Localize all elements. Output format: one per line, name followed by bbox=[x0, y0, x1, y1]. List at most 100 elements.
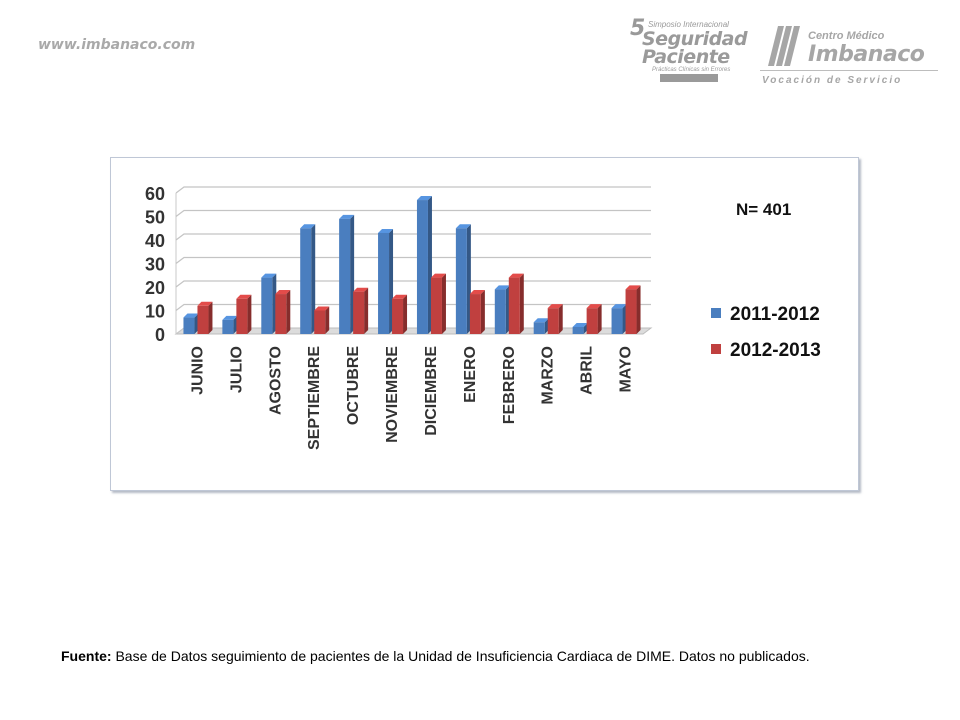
y-tick-label: 50 bbox=[145, 208, 165, 228]
bar-top bbox=[300, 224, 316, 229]
legend-label: 2012-2013 bbox=[730, 340, 821, 361]
bar-2012-2013 bbox=[275, 290, 291, 334]
bar-side bbox=[208, 301, 213, 334]
imbanaco-line-2: Imbanaco bbox=[808, 42, 925, 67]
x-tick-label: DICIEMBRE bbox=[423, 346, 440, 436]
bar-2011-2012 bbox=[416, 196, 432, 334]
bar-front bbox=[586, 308, 598, 334]
bar-side bbox=[311, 224, 316, 334]
bar-2011-2012 bbox=[261, 273, 277, 334]
symposium-small: Simposio Internacional bbox=[648, 20, 729, 29]
bar-2011-2012 bbox=[611, 304, 627, 334]
y-tick-label: 40 bbox=[145, 231, 165, 251]
bar-front bbox=[416, 200, 428, 334]
bar-front bbox=[572, 326, 584, 334]
bar-front bbox=[236, 298, 248, 334]
x-tick-label: NOVIEMBRE bbox=[384, 346, 401, 443]
bar-top bbox=[547, 304, 563, 309]
bar-front bbox=[314, 310, 326, 334]
bar-top bbox=[339, 214, 355, 219]
bar-top bbox=[625, 285, 641, 290]
bar-front bbox=[430, 277, 442, 334]
bar-side bbox=[286, 290, 291, 334]
gridline bbox=[175, 209, 651, 217]
bar-2011-2012 bbox=[339, 214, 355, 334]
bar-top bbox=[275, 290, 291, 295]
floor-edge bbox=[175, 327, 185, 335]
x-tick-label: ABRIL bbox=[579, 346, 596, 395]
bar-front bbox=[339, 218, 351, 334]
bar-2012-2013 bbox=[508, 273, 524, 334]
bar-front bbox=[197, 305, 209, 334]
bar-front bbox=[261, 277, 273, 334]
bar-front bbox=[353, 291, 365, 334]
gridline bbox=[175, 280, 651, 288]
bar-front bbox=[625, 289, 637, 334]
bar-side bbox=[558, 304, 563, 334]
symposium-title-2: Paciente bbox=[642, 46, 730, 68]
y-tick-label: 0 bbox=[155, 325, 165, 345]
bar-top bbox=[222, 315, 238, 320]
bar-2012-2013 bbox=[314, 306, 330, 334]
bar-2012-2013 bbox=[197, 301, 213, 334]
imbanaco-mark-icon bbox=[768, 26, 800, 66]
x-tick-label: JUNIO bbox=[189, 346, 206, 395]
bar-2012-2013 bbox=[625, 285, 641, 334]
gridline bbox=[175, 186, 651, 194]
bar-front bbox=[300, 228, 312, 334]
gridline bbox=[175, 233, 651, 241]
bar-side bbox=[519, 273, 524, 334]
legend-swatch bbox=[711, 308, 721, 318]
bar-front bbox=[494, 289, 506, 334]
x-tick-label: SEPTIEMBRE bbox=[306, 346, 323, 450]
legend-swatch bbox=[711, 344, 721, 354]
imbanaco-divider bbox=[760, 70, 938, 71]
bar-front bbox=[611, 308, 623, 334]
symposium-title-1: Seguridad bbox=[642, 28, 748, 50]
x-tick-label: MARZO bbox=[540, 346, 557, 405]
bar-2011-2012 bbox=[300, 224, 316, 334]
gridline bbox=[175, 256, 651, 264]
bar-side bbox=[403, 294, 408, 334]
y-tick-label: 10 bbox=[145, 302, 165, 322]
symposium-date-badge bbox=[660, 74, 718, 82]
bar-top bbox=[392, 294, 408, 299]
bar-2012-2013 bbox=[236, 294, 252, 334]
x-tick-label: MAYO bbox=[618, 346, 635, 393]
bar-top bbox=[236, 294, 252, 299]
bar-side bbox=[364, 287, 369, 334]
bar-front bbox=[469, 294, 481, 334]
legend-label: 2011-2012 bbox=[730, 304, 820, 325]
bar-top bbox=[533, 318, 549, 323]
bar-top bbox=[261, 273, 277, 278]
n-annotation: N= 401 bbox=[736, 200, 791, 219]
bar-2012-2013 bbox=[353, 287, 369, 334]
bar-2012-2013 bbox=[392, 294, 408, 334]
bar-top bbox=[611, 304, 627, 309]
bar-2012-2013 bbox=[547, 304, 563, 334]
bar-top bbox=[197, 301, 213, 306]
bar-front bbox=[378, 232, 390, 334]
bar-front bbox=[222, 319, 234, 334]
x-tick-label: FEBRERO bbox=[501, 346, 518, 424]
x-tick-label: ENERO bbox=[462, 346, 479, 403]
bar-top bbox=[455, 224, 471, 229]
bar-chart: 0 10 20 30 40 50 60 JUNIO JULIO AGOSTO SEPTIEMBRE O… bbox=[145, 184, 821, 450]
bar-front bbox=[547, 308, 559, 334]
y-tick-label: 30 bbox=[145, 255, 165, 275]
bar-side bbox=[480, 290, 485, 334]
bar-top bbox=[378, 228, 394, 233]
bar-top bbox=[314, 306, 330, 311]
bar-front bbox=[275, 294, 287, 334]
bar-2012-2013 bbox=[469, 290, 485, 334]
source-text: Base de Datos seguimiento de pacientes d… bbox=[111, 648, 810, 664]
bar-front bbox=[455, 228, 467, 334]
bar-top bbox=[494, 285, 510, 290]
bar-front bbox=[508, 277, 520, 334]
source-note: Fuente: Base de Datos seguimiento de pac… bbox=[61, 648, 810, 664]
bar-front bbox=[533, 322, 545, 334]
bar-top bbox=[183, 313, 199, 318]
bar-2012-2013 bbox=[430, 273, 446, 334]
y-tick-label: 60 bbox=[145, 184, 165, 204]
bar-side bbox=[636, 285, 641, 334]
